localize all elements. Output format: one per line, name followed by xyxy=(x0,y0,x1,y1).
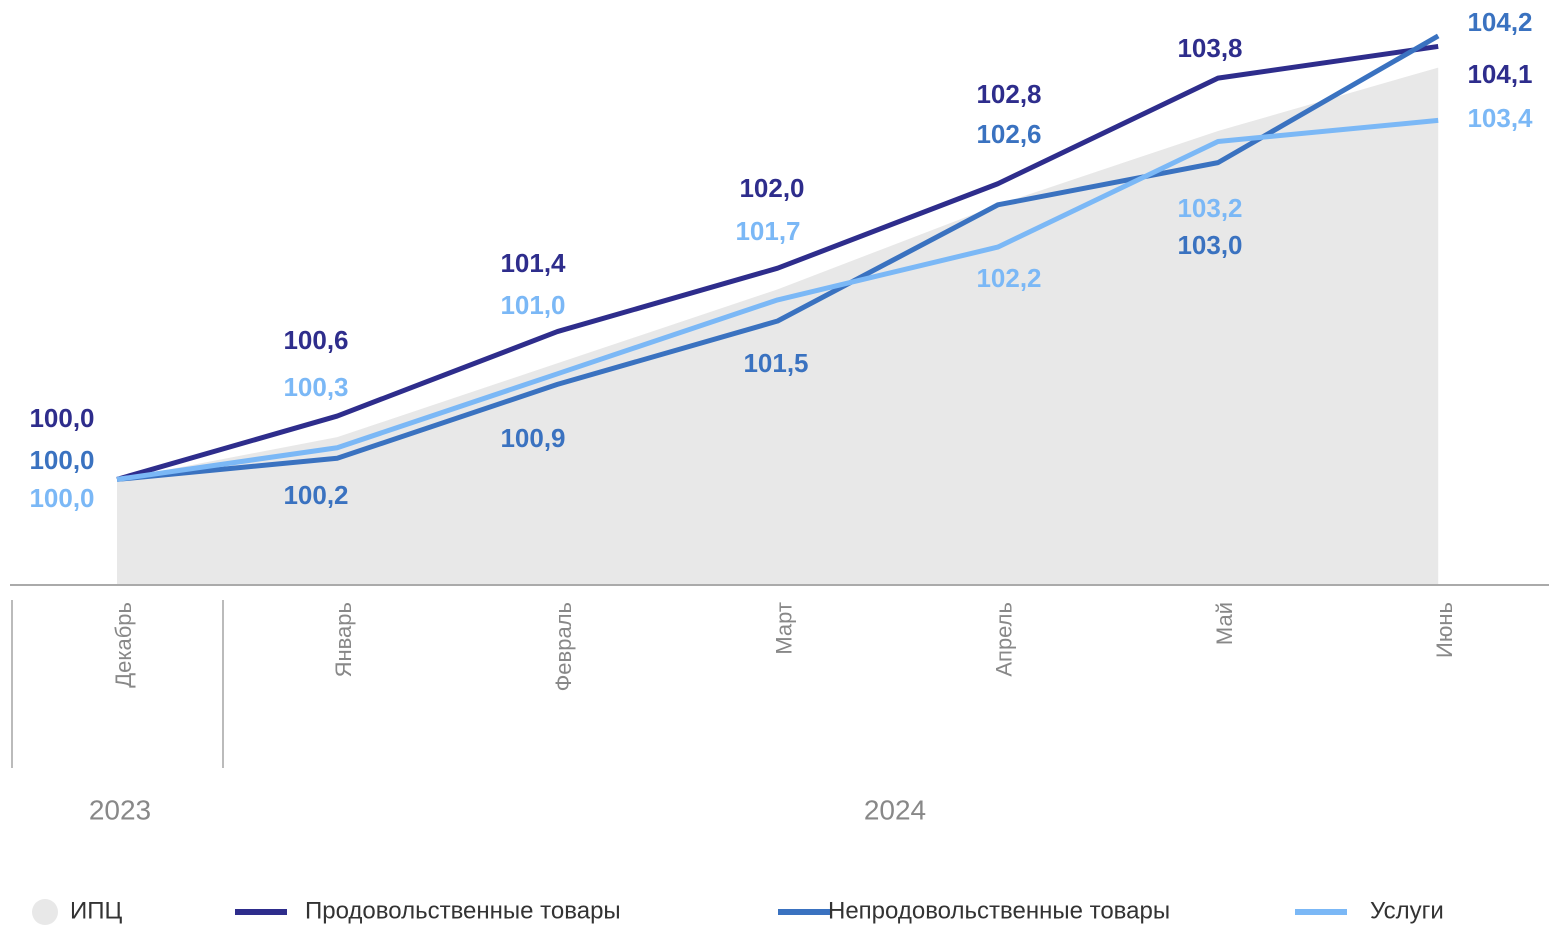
legend-marker xyxy=(32,899,58,925)
x-tick-label: Май xyxy=(1212,602,1237,645)
data-label: 101,7 xyxy=(735,216,800,246)
group-label: 2023 xyxy=(89,794,151,825)
legend-label: Непродовольственные товары xyxy=(828,897,1170,924)
data-label: 104,1 xyxy=(1467,59,1532,89)
legend-label: ИПЦ xyxy=(70,897,123,924)
data-label: 100,0 xyxy=(29,403,94,433)
x-tick-label: Июнь xyxy=(1432,602,1457,658)
data-label: 103,2 xyxy=(1177,193,1242,223)
data-label: 102,6 xyxy=(976,119,1041,149)
line xyxy=(116,43,1439,482)
data-label: 100,3 xyxy=(283,372,348,402)
x-tick-label: Январь xyxy=(331,602,356,677)
data-label: 101,0 xyxy=(500,290,565,320)
data-label: 103,8 xyxy=(1177,33,1242,63)
data-label: 101,4 xyxy=(500,248,566,278)
data-label: 104,2 xyxy=(1467,7,1532,37)
x-tick-label: Декабрь xyxy=(111,602,136,688)
data-label: 100,6 xyxy=(283,325,348,355)
data-label: 103,4 xyxy=(1467,103,1533,133)
data-label: 100,0 xyxy=(29,483,94,513)
legend-label: Услуги xyxy=(1370,897,1444,924)
data-label: 102,2 xyxy=(976,263,1041,293)
data-label: 101,5 xyxy=(743,348,808,378)
x-tick-label: Февраль xyxy=(551,602,576,691)
line xyxy=(116,117,1439,482)
x-tick-label: Март xyxy=(771,602,796,655)
data-label: 102,8 xyxy=(976,79,1041,109)
data-label: 100,9 xyxy=(500,423,565,453)
group-label: 2024 xyxy=(864,794,926,825)
x-tick-label: Апрель xyxy=(992,602,1017,677)
data-label: 100,0 xyxy=(29,445,94,475)
data-label: 103,0 xyxy=(1177,230,1242,260)
legend-label: Продовольственные товары xyxy=(305,897,621,924)
line xyxy=(116,33,1440,482)
data-label: 102,0 xyxy=(739,173,804,203)
data-label: 100,2 xyxy=(283,480,348,510)
